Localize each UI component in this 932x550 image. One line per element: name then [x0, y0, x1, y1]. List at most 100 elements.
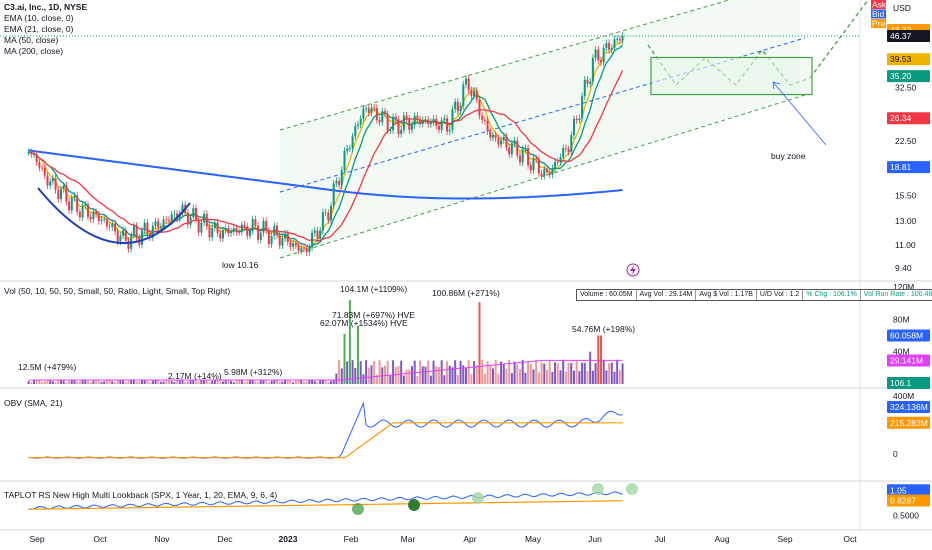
obv-sma-tag-bg: [887, 416, 930, 429]
candle-body: [424, 119, 427, 121]
volume-bar: [572, 370, 575, 384]
volume-bar: [348, 299, 351, 384]
volume-legend[interactable]: Vol (50, 10, 50, 50, Small, 50, Ratio, L…: [4, 286, 230, 297]
candle-body: [572, 118, 575, 136]
candle-body: [211, 227, 214, 238]
volume-bar: [189, 380, 192, 384]
quote-tag-bg: [871, 9, 886, 19]
volume-bar: [302, 381, 305, 384]
volume-bar: [70, 380, 73, 384]
volume-bar: [105, 380, 108, 384]
quote-tag-bg: [871, 19, 886, 28]
volume-bar: [205, 380, 208, 384]
candle-body: [208, 226, 211, 238]
candle-body: [319, 230, 322, 239]
stat-avg-vol: Avg Vol : 29.14M: [637, 290, 697, 300]
candle-body: [300, 248, 303, 251]
candle-body: [346, 148, 349, 152]
volume-bar: [446, 360, 449, 384]
legend-ema21[interactable]: EMA (21, close, 0): [4, 24, 74, 34]
candle-body: [270, 235, 273, 245]
volume-bar: [559, 370, 562, 384]
month-label-10: Jul: [655, 534, 666, 544]
legend-ema10[interactable]: EMA (10, close, 0): [4, 13, 74, 23]
candle-body: [119, 235, 122, 242]
candle-body: [143, 222, 146, 231]
candle-body: [192, 208, 195, 218]
volume-bar: [186, 381, 189, 384]
candle-body: [227, 228, 230, 234]
candle-body: [537, 159, 540, 174]
volume-bar: [119, 379, 122, 384]
candle-body: [278, 235, 281, 246]
volume-bar: [154, 379, 157, 384]
volume-bar: [583, 362, 586, 384]
candle-body: [602, 47, 605, 63]
legend-ma50[interactable]: MA (50, close): [4, 35, 59, 45]
quote-tag-bid: Bid: [872, 9, 885, 19]
time-axis: Sep Oct Nov Dec 2023 Feb Mar Apr May Jun Jul Aug Sep…: [29, 534, 857, 544]
volume-bar: [378, 360, 381, 384]
candle-body: [432, 118, 435, 122]
candle-body: [240, 224, 243, 233]
candle-body: [389, 130, 392, 131]
candle-body: [54, 178, 57, 191]
rs-tag: 1.05: [890, 485, 907, 495]
quote-tag-bg: [871, 0, 886, 9]
volume-bar: [197, 381, 200, 384]
volume-bar: [170, 381, 173, 384]
volume-bar: [111, 381, 114, 384]
volume-bar: [389, 375, 392, 384]
candle-body: [567, 149, 570, 152]
month-label-0: Sep: [29, 534, 44, 544]
volume-bar: [327, 382, 330, 384]
ma-line-2: [28, 44, 624, 248]
price-tick: 9.40: [895, 263, 912, 273]
candle-body: [65, 185, 68, 202]
volume-bar: [451, 367, 454, 384]
candle-body: [205, 213, 208, 227]
volume-bar: [462, 365, 465, 384]
legend-ma200[interactable]: MA (200, close): [4, 46, 64, 56]
volume-bar: [176, 380, 179, 384]
month-label-3: Dec: [217, 534, 233, 544]
month-label-11: Aug: [714, 534, 729, 544]
candle-body: [311, 232, 314, 248]
candle-body: [243, 224, 246, 227]
ma50-tag: 26.34: [890, 113, 912, 123]
candle-body: [105, 219, 108, 227]
volume-tick: 120M: [893, 282, 914, 292]
candle-body: [383, 111, 386, 114]
candle-body: [416, 115, 419, 120]
volume-bar: [213, 379, 216, 384]
volume-bar: [262, 379, 265, 384]
volume-tick: 40M: [893, 347, 910, 357]
rs-tag-bg: [887, 484, 930, 497]
obv-legend[interactable]: OBV (SMA, 21): [4, 398, 63, 409]
volume-bar: [113, 381, 116, 384]
price-tick: 15.50: [895, 190, 917, 200]
volume-bar: [238, 379, 241, 384]
volume-bar: [564, 371, 567, 384]
volume-bar: [32, 380, 35, 384]
obv-sma-tag: 215.283M: [890, 418, 928, 428]
quote-tag-ask: Ask: [872, 0, 887, 10]
candle-body: [405, 115, 408, 119]
volume-bar: [540, 362, 543, 384]
volume-bar: [370, 365, 373, 384]
candle-body: [599, 60, 602, 63]
candle-body: [597, 49, 600, 61]
volume-bar: [159, 381, 162, 384]
volume-bar: [516, 364, 519, 384]
candle-body: [146, 222, 149, 234]
month-label-13: Oct: [843, 534, 857, 544]
volume-bar: [232, 382, 235, 384]
candle-body: [275, 225, 278, 236]
candle-body: [545, 168, 548, 173]
rs-legend[interactable]: TAPLOT RS New High Multi Lookback (SPX, …: [4, 490, 277, 501]
volume-bar: [289, 380, 292, 384]
volume-bar: [248, 380, 251, 384]
volume-bar: [521, 359, 524, 384]
volume-bar: [76, 381, 79, 384]
